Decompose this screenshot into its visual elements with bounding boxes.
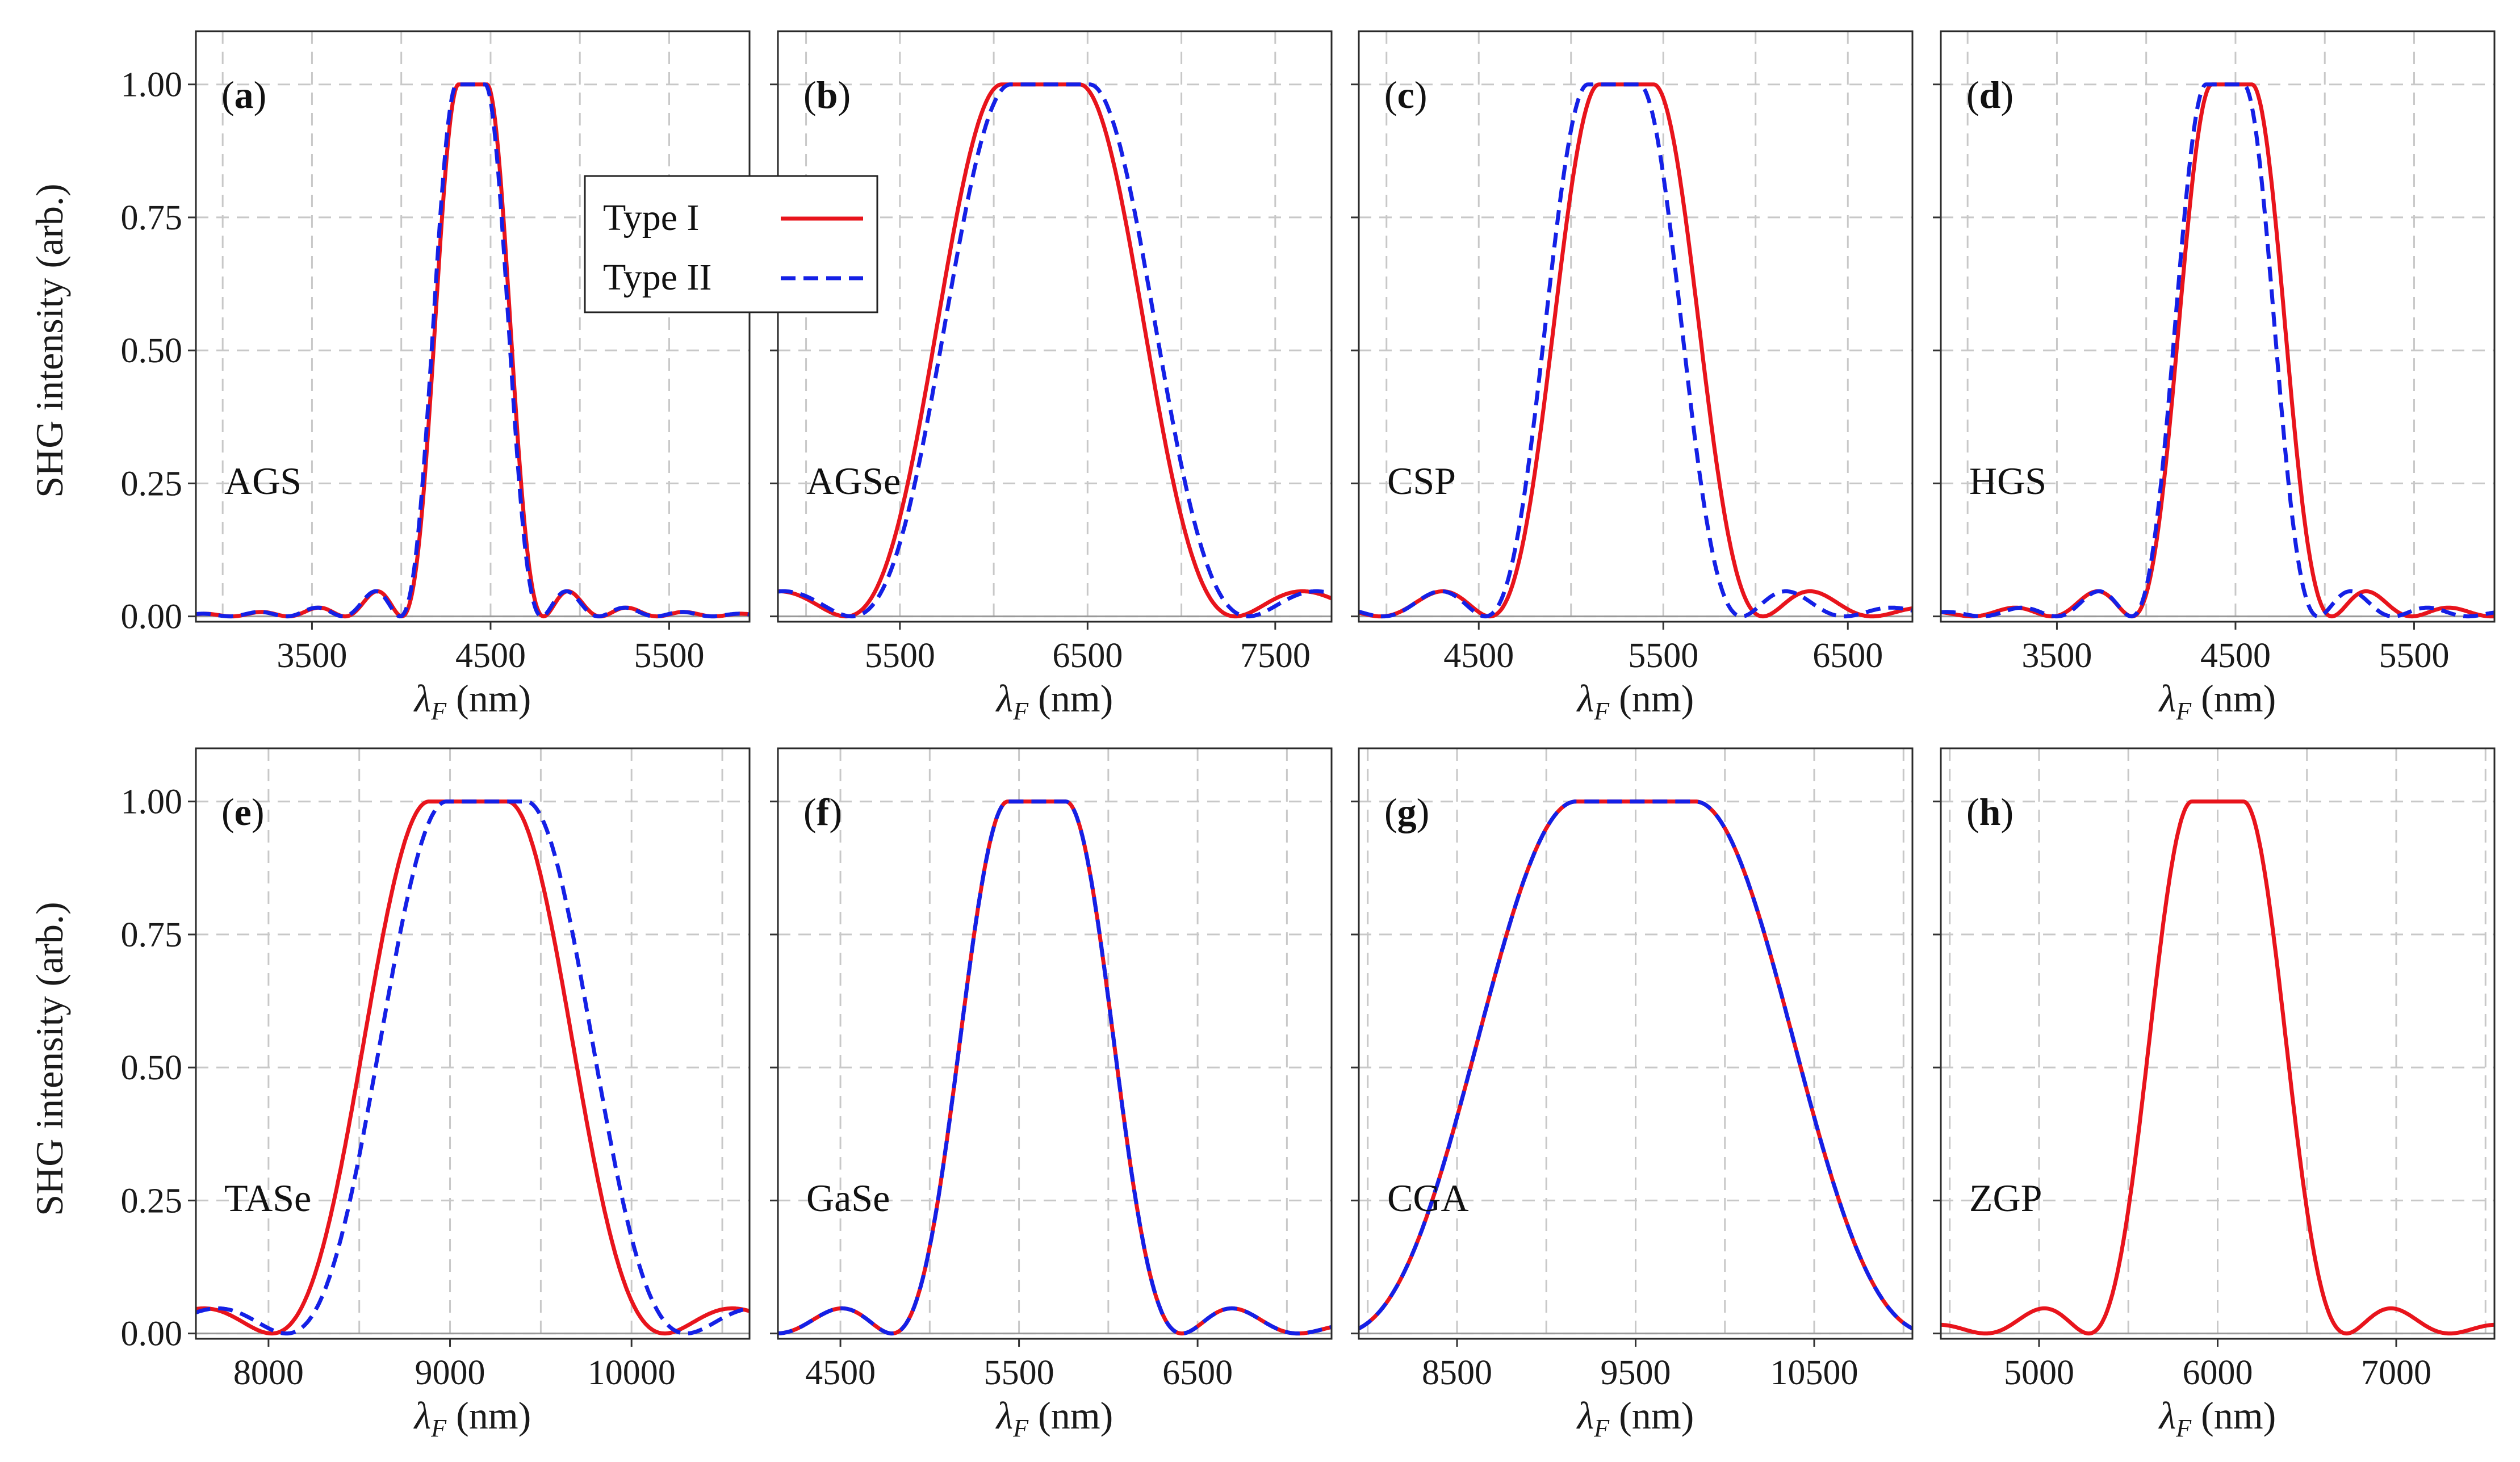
panel-b-xtick-label-1: 6500: [1052, 636, 1123, 675]
panel-e-crystal-label: TASe: [224, 1176, 311, 1220]
panel-h-xtick-label-2: 7000: [2361, 1354, 2431, 1392]
panel-e-xtick-label-0: 8000: [233, 1354, 304, 1392]
legend-label-1: Type II: [603, 257, 711, 298]
panel-d: 3500 4500 5500 λF (nm) (d) HGS: [1933, 30, 2496, 725]
panel-h-letter: (h): [1966, 790, 2014, 833]
panel-e-letter: (e): [221, 790, 265, 833]
panel-e-frame: [195, 747, 751, 1340]
legend-box: [584, 175, 878, 313]
panel-d-series-type-ii: [1940, 82, 2495, 619]
panel-c-crystal-label: CSP: [1387, 459, 1456, 502]
panel-e-ytick-label-0: 0.00: [121, 1315, 183, 1354]
panel-b-frame: [777, 30, 1333, 623]
panel-g-xtick-label-2: 10500: [1770, 1354, 1858, 1392]
panel-c-series-type-ii: [1358, 82, 1913, 619]
panel-h: 5000 6000 7000 λF (nm) (h) ZGP: [1933, 747, 2496, 1442]
panel-e-ytick-label-2: 0.50: [121, 1049, 183, 1087]
panel-g-letter: (g): [1384, 790, 1429, 833]
panel-a-ytick-label-2: 0.50: [121, 332, 183, 370]
panel-f-crystal-label: GaSe: [806, 1176, 890, 1220]
panel-c: 4500 5500 6500 λF (nm) (c) CSP: [1351, 30, 1914, 725]
panel-d-crystal-label: HGS: [1969, 459, 2046, 502]
panel-b-series-type-ii: [777, 82, 1332, 619]
panel-b-letter: (b): [803, 73, 851, 116]
panel-d-letter: (d): [1966, 73, 2014, 116]
panel-g-xtick-label-1: 9500: [1601, 1354, 1671, 1392]
panel-c-xtick-label-1: 5500: [1628, 636, 1698, 675]
panel-h-crystal-label: ZGP: [1969, 1176, 2042, 1220]
panel-f-x-axis-label: λF (nm): [995, 1394, 1114, 1442]
panel-g-xtick-label-0: 8500: [1422, 1354, 1492, 1392]
panel-a-xtick-label-2: 5500: [634, 636, 704, 675]
panel-d-frame: [1940, 30, 2496, 623]
panel-h-xtick-label-0: 5000: [2004, 1354, 2074, 1392]
panel-h-series-type-i: [1940, 799, 2495, 1336]
panel-e-ytick-label-1: 0.25: [121, 1182, 183, 1220]
panel-f-xtick-label-2: 6500: [1162, 1354, 1233, 1392]
panel-h-xtick-label-1: 6000: [2183, 1354, 2253, 1392]
panel-e-x-axis-label: λF (nm): [413, 1394, 531, 1442]
panel-a-ytick-label-1: 0.25: [121, 464, 183, 503]
panel-a-series-type-ii: [195, 82, 750, 619]
panel-a-xtick-label-1: 4500: [455, 636, 526, 675]
panel-a-x-axis-label: λF (nm): [413, 677, 531, 725]
panel-g-series-type-ii: [1358, 799, 1914, 1331]
panel-e-xtick-label-2: 10000: [588, 1354, 676, 1392]
panel-a-ytick-label-0: 0.00: [121, 598, 183, 636]
panel-d-xtick-label-1: 4500: [2200, 636, 2271, 675]
legend-label-0: Type I: [603, 197, 699, 238]
panel-c-frame: [1358, 30, 1914, 623]
panel-a-crystal-label: AGS: [224, 459, 302, 502]
panel-f-series-type-ii: [777, 799, 1332, 1336]
panel-a-letter: (a): [221, 73, 266, 116]
panel-h-x-axis-label: λF (nm): [2158, 1394, 2276, 1442]
y-axis-title-top: SHG intensity (arb.): [28, 183, 71, 497]
panel-f-xtick-label-0: 4500: [805, 1354, 876, 1392]
y-axis-title-bottom: SHG intensity (arb.): [28, 902, 71, 1216]
panel-b-xtick-label-2: 7500: [1240, 636, 1311, 675]
panel-c-x-axis-label: λF (nm): [1576, 677, 1694, 725]
panel-a: 0.00 0.25 0.50 0.75 1.00 3500 4500 5500 λF (nm) (…: [121, 30, 751, 725]
panel-e-xtick-label-1: 9000: [415, 1354, 485, 1392]
panel-a-frame: [195, 30, 751, 623]
panel-d-x-axis-label: λF (nm): [2158, 677, 2276, 725]
panel-c-letter: (c): [1384, 73, 1428, 116]
panel-f-frame: [777, 747, 1333, 1340]
panel-b: 5500 6500 7500 λF (nm) (b) AGSe: [770, 30, 1333, 725]
panel-b-xtick-label-0: 5500: [865, 636, 935, 675]
panel-e: 0.00 0.25 0.50 0.75 1.00 8000 9000 10000 λF (nm)…: [121, 747, 751, 1442]
panel-e-ytick-label-4: 1.00: [121, 783, 183, 822]
panel-a-xtick-label-0: 3500: [277, 636, 347, 675]
panel-e-series-type-ii: [195, 799, 750, 1336]
panel-a-ytick-label-3: 0.75: [121, 199, 183, 237]
panel-d-xtick-label-2: 5500: [2379, 636, 2449, 675]
panel-c-xtick-label-0: 4500: [1443, 636, 1514, 675]
panel-a-ytick-label-4: 1.00: [121, 66, 183, 104]
panel-g: 8500 9500 10500 λF (nm) (g) CGA: [1351, 747, 1914, 1442]
panel-f-letter: (f): [803, 790, 842, 833]
panel-c-xtick-label-2: 6500: [1812, 636, 1883, 675]
panel-f-xtick-label-1: 5500: [984, 1354, 1054, 1392]
panel-d-xtick-label-0: 3500: [2021, 636, 2092, 675]
panel-b-crystal-label: AGSe: [806, 459, 901, 502]
panel-e-ytick-label-3: 0.75: [121, 916, 183, 954]
panel-g-x-axis-label: λF (nm): [1576, 1394, 1694, 1442]
panel-g-crystal-label: CGA: [1387, 1176, 1469, 1220]
legend: Type I Type II: [584, 175, 878, 313]
panel-b-x-axis-label: λF (nm): [995, 677, 1114, 725]
panel-f: 4500 5500 6500 λF (nm) (f) GaSe: [770, 747, 1333, 1442]
